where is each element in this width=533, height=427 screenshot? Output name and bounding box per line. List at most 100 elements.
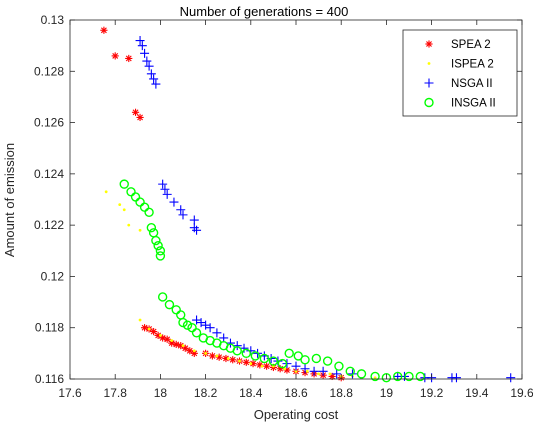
- chart-title: Number of generations = 400: [180, 4, 349, 19]
- data-point: [135, 36, 145, 46]
- data-point: [154, 331, 162, 340]
- legend-marker: [424, 78, 434, 88]
- data-point: [229, 356, 237, 364]
- y-tick-label: 0.122: [34, 218, 64, 232]
- x-tick-label: 18: [154, 386, 168, 400]
- data-point: [300, 364, 310, 374]
- legend-label: NSGA II: [451, 78, 493, 90]
- data-point: [277, 358, 288, 369]
- data-point: [160, 184, 170, 194]
- data-point: [177, 342, 185, 350]
- data-point: [241, 348, 251, 359]
- y-tick-label: 0.12: [41, 269, 65, 283]
- data-point: [212, 328, 222, 338]
- data-point: [162, 189, 172, 199]
- data-point: [192, 349, 196, 353]
- data-point: [232, 346, 242, 356]
- data-point: [155, 246, 166, 256]
- y-tick-label: 0.126: [34, 116, 64, 130]
- data-point: [317, 372, 320, 376]
- data-point: [370, 371, 380, 382]
- data-point: [125, 54, 133, 63]
- data-point: [192, 315, 202, 325]
- y-tick-label: 0.13: [41, 13, 65, 27]
- data-point: [178, 210, 188, 220]
- data-point: [191, 328, 202, 338]
- data-point: [268, 356, 279, 366]
- data-point: [451, 373, 461, 383]
- data-point: [226, 357, 230, 360]
- data-point: [393, 371, 403, 382]
- x-tick-label: 19: [380, 386, 394, 400]
- data-point: [181, 344, 185, 348]
- data-point: [164, 299, 175, 310]
- data-point: [215, 354, 219, 358]
- legend-item: INSGA II: [424, 97, 496, 110]
- y-tick-label: 0.118: [35, 321, 64, 335]
- x-tick-label: 19.4: [465, 386, 489, 400]
- data-marks: [100, 26, 516, 383]
- data-point: [356, 369, 367, 379]
- data-point: [140, 48, 150, 58]
- data-point: [348, 369, 357, 379]
- data-point: [111, 52, 119, 60]
- y-tick-label: 0.116: [35, 372, 64, 386]
- data-point: [381, 373, 392, 383]
- legend-marker: [424, 97, 434, 108]
- data-point: [170, 339, 174, 342]
- data-point: [415, 371, 425, 382]
- data-point: [144, 61, 154, 71]
- data-point: [146, 223, 157, 233]
- legend-item: SPEA 2: [425, 39, 491, 51]
- y-axis-label: Amount of emission: [2, 143, 17, 257]
- data-point: [178, 317, 188, 328]
- data-point: [204, 351, 208, 355]
- data-point: [153, 240, 163, 251]
- data-point: [196, 318, 206, 328]
- data-point: [155, 251, 166, 261]
- data-point: [138, 228, 142, 232]
- data-point: [189, 215, 199, 225]
- legend-item: ISPEA 2: [427, 59, 494, 71]
- legend-label: INSGA II: [451, 98, 496, 110]
- x-tick-label: 19.6: [510, 386, 533, 400]
- data-point: [158, 179, 168, 189]
- data-point: [253, 348, 263, 358]
- legend-item: NSGA II: [424, 78, 493, 90]
- x-tick-label: 18.4: [239, 386, 263, 400]
- data-point: [300, 355, 310, 365]
- x-tick-label: 18.2: [194, 386, 218, 400]
- x-tick-label: 17.8: [104, 386, 128, 400]
- data-point: [318, 366, 328, 376]
- data-point: [322, 356, 333, 366]
- x-tick-label: 18.8: [330, 386, 354, 400]
- data-point: [205, 323, 215, 333]
- data-point: [138, 318, 142, 322]
- x-tick-label: 18.6: [284, 386, 308, 400]
- data-point: [259, 353, 270, 364]
- data-point: [149, 74, 159, 84]
- data-point: [309, 366, 319, 376]
- data-point: [284, 348, 294, 359]
- legend: SPEA 2 ISPEA 2 NSGA II INSGA II: [402, 29, 518, 117]
- data-point: [159, 334, 162, 337]
- data-point: [131, 108, 140, 116]
- axes: 17.6 17.8 18 18.2 18.4 18.6 18.8 19 19.2 19.4 19.6…: [34, 13, 533, 400]
- data-point: [293, 351, 303, 361]
- data-point: [404, 371, 414, 382]
- data-point: [291, 361, 301, 371]
- data-point: [151, 79, 161, 89]
- data-point: [328, 372, 332, 376]
- legend-label: ISPEA 2: [451, 59, 494, 71]
- data-point: [192, 225, 202, 235]
- data-point: [345, 366, 355, 377]
- data-point: [208, 352, 216, 360]
- data-point: [294, 369, 298, 373]
- data-point: [260, 364, 264, 368]
- data-point: [249, 362, 253, 366]
- data-point: [332, 369, 342, 379]
- data-point: [305, 369, 309, 373]
- data-point: [201, 320, 211, 330]
- data-point: [263, 362, 271, 370]
